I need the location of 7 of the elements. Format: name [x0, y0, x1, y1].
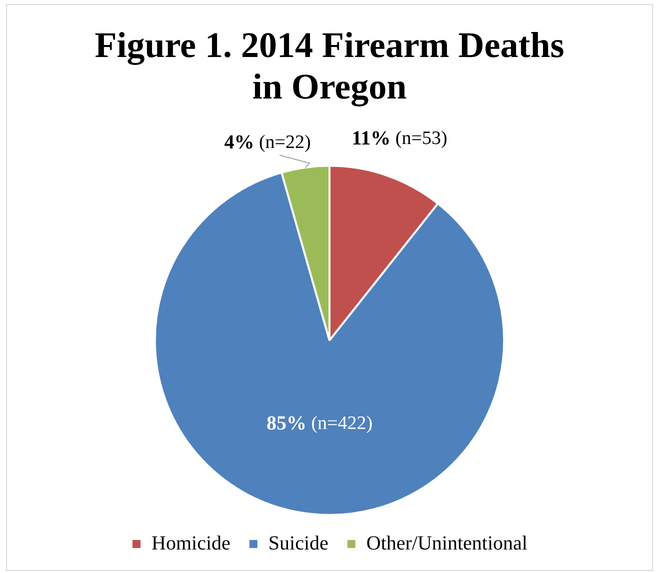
chart-title: Figure 1. 2014 Firearm Deaths in Oregon	[94, 24, 564, 106]
data-label: 11% (n=53)	[352, 127, 448, 150]
legend-label: Homicide	[152, 532, 231, 554]
legend-label: Other/Unintentional	[366, 532, 528, 554]
legend-label: Suicide	[268, 532, 329, 554]
data-label: 4% (n=22)	[224, 131, 311, 154]
data-label: 85% (n=422)	[266, 412, 373, 434]
